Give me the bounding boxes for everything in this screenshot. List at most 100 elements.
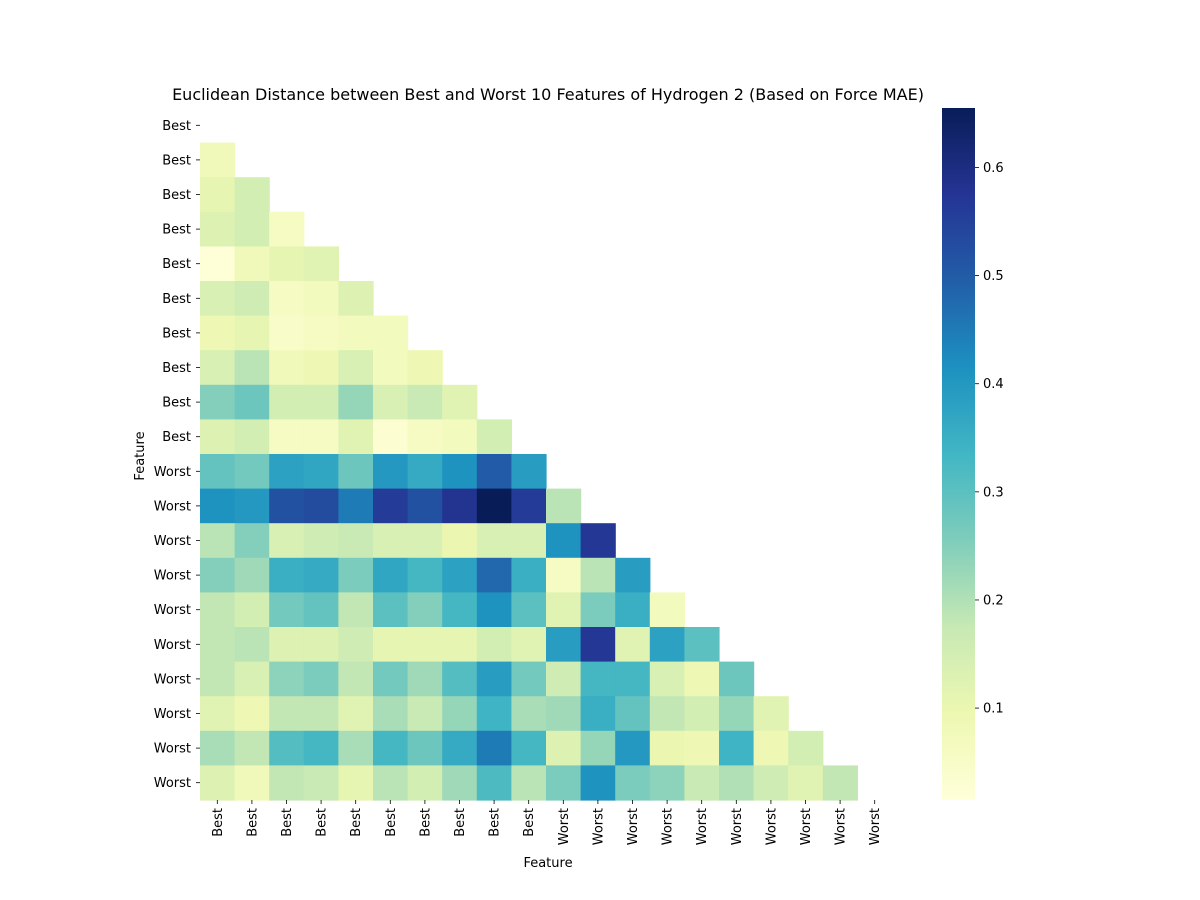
heatmap-cell [753,730,789,766]
heatmap-cell [303,419,339,455]
heatmap-cell [546,661,582,697]
heatmap-cell [511,661,547,697]
heatmap-cell [407,350,443,386]
heatmap-cell [546,765,582,801]
heatmap-cell [303,523,339,559]
heatmap-cell [303,488,339,524]
heatmap-cell [407,523,443,559]
heatmap-cell [442,696,478,732]
heatmap-cell [200,696,236,732]
heatmap-cell [407,592,443,628]
heatmap-cell [580,765,616,801]
x-tick-label: Worst [730,808,745,845]
heatmap-cell [719,661,755,697]
heatmap-cell [269,246,305,282]
heatmap-cell [407,696,443,732]
x-tick-label: Worst [695,808,710,845]
heatmap-cell [234,211,270,247]
x-tick-label: Best [315,808,330,837]
heatmap-cell [303,246,339,282]
x-tick-label: Worst [661,808,676,845]
x-tick-label: Best [384,808,399,837]
x-tick-label: Worst [764,808,779,845]
heatmap-cell [200,384,236,420]
heatmap-cell [822,765,858,801]
x-tick-label: Worst [557,808,572,845]
heatmap-cell [373,592,409,628]
y-tick-label: Worst [154,707,191,722]
heatmap-cell [234,281,270,317]
heatmap-cell [719,730,755,766]
x-tick-label: Best [418,808,433,837]
heatmap-cell [407,627,443,663]
heatmap-cell [234,315,270,351]
heatmap-cell [303,557,339,593]
heatmap-cell [407,419,443,455]
heatmap-cell [649,730,685,766]
heatmap-cell [338,557,374,593]
heatmap-cell [200,246,236,282]
heatmap-cell [269,488,305,524]
heatmap-cell [407,454,443,490]
heatmap-cell [373,454,409,490]
heatmap-cell [269,592,305,628]
heatmap-cell [476,419,512,455]
heatmap-cell [476,488,512,524]
heatmap-cell [546,488,582,524]
y-tick-label: Worst [154,742,191,757]
heatmap-cell [303,696,339,732]
heatmap-cell [442,627,478,663]
heatmap-cell [476,557,512,593]
heatmap-cell [303,350,339,386]
heatmap-cell [373,350,409,386]
heatmap-cell [407,488,443,524]
y-tick-label: Best [162,223,191,238]
y-tick-label: Best [162,326,191,341]
heatmap-cell [442,730,478,766]
heatmap-cell [234,730,270,766]
heatmap-cell [338,281,374,317]
heatmap-cell [269,557,305,593]
heatmap-cell [615,557,651,593]
x-tick-label: Worst [626,808,641,845]
heatmap-cell [338,696,374,732]
heatmap-cell [476,765,512,801]
heatmap-cell [303,384,339,420]
x-tick-label: Best [245,808,260,837]
y-tick-label: Worst [154,603,191,618]
heatmap-cell [442,384,478,420]
heatmap-cell [649,592,685,628]
heatmap-cell [753,696,789,732]
heatmap-cell [649,627,685,663]
heatmap-cell [200,177,236,213]
colorbar-tick-label: 0.1 [983,702,1004,717]
heatmap-cell [788,765,824,801]
heatmap-cell [269,454,305,490]
heatmap-cell [580,661,616,697]
heatmap-cell [580,696,616,732]
x-tick-label: Best [211,808,226,837]
heatmap-cell [615,592,651,628]
heatmap-cell [234,661,270,697]
heatmap-cell [234,350,270,386]
heatmap-cell [200,765,236,801]
colorbar-gradient [942,108,975,800]
heatmap-cell [269,765,305,801]
heatmap-cell [200,454,236,490]
heatmap-cell [234,627,270,663]
heatmap-cell [476,696,512,732]
y-tick-label: Worst [154,569,191,584]
heatmap-cell [303,730,339,766]
heatmap-cell [234,523,270,559]
heatmap-cell [200,661,236,697]
heatmap-cell [511,557,547,593]
heatmap-cell [407,557,443,593]
heatmap-cell [303,661,339,697]
heatmap-cell [303,454,339,490]
heatmap-cell [373,384,409,420]
heatmap-cell [442,523,478,559]
y-tick-label: Worst [154,776,191,791]
heatmap-cell [269,315,305,351]
colorbar-tick-label: 0.6 [983,161,1004,176]
heatmap-cell [234,696,270,732]
